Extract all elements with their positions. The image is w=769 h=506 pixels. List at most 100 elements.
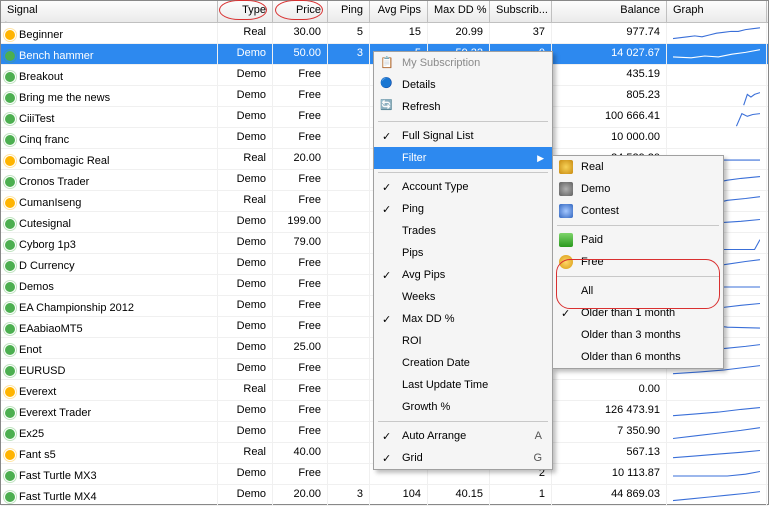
- cell-ping: [328, 128, 370, 148]
- signal-status-icon: [5, 429, 15, 439]
- menu-contest[interactable]: Contest: [553, 200, 723, 222]
- col-type[interactable]: Type: [218, 1, 273, 22]
- cell-type: Demo: [218, 65, 273, 85]
- signal-name: EURUSD: [19, 365, 65, 377]
- menu-label: Creation Date: [402, 357, 470, 369]
- menu-label: Real: [581, 161, 604, 173]
- menu-ping[interactable]: Ping: [374, 198, 552, 220]
- col-avg-pips[interactable]: Avg Pips: [370, 1, 428, 22]
- menu-grid[interactable]: GridG: [374, 447, 552, 469]
- menu-account-type[interactable]: Account Type: [374, 176, 552, 198]
- signal-status-icon: [5, 324, 15, 334]
- signal-name: Cronos Trader: [19, 176, 89, 188]
- signal-status-icon: [5, 303, 15, 313]
- menu-filter[interactable]: Filter: [374, 147, 552, 169]
- sparkline: [667, 443, 767, 464]
- col-max-dd-[interactable]: Max DD %: [428, 1, 490, 22]
- menu-trades[interactable]: Trades: [374, 220, 552, 242]
- signal-name: Everext Trader: [19, 407, 91, 419]
- sparkline: [667, 380, 767, 401]
- menu-refresh[interactable]: Refresh: [374, 96, 552, 118]
- col-price[interactable]: Price: [273, 1, 328, 22]
- menu-details[interactable]: Details: [374, 74, 552, 96]
- menu-label: My Subscription: [402, 57, 480, 69]
- cell-ping: [328, 401, 370, 421]
- menu-real[interactable]: Real: [553, 156, 723, 178]
- menu-label: All: [581, 285, 593, 297]
- menu-older-than-months[interactable]: Older than 3 months: [553, 324, 723, 346]
- signal-status-icon: [5, 51, 15, 61]
- cell-price: 20.00: [273, 485, 328, 505]
- menu-pips[interactable]: Pips: [374, 242, 552, 264]
- menu-roi[interactable]: ROI: [374, 330, 552, 352]
- cell-price: Free: [273, 401, 328, 421]
- signal-name: Everext: [19, 386, 56, 398]
- menu-older-than-month[interactable]: Older than 1 month: [553, 302, 723, 324]
- menu-growth-[interactable]: Growth %: [374, 396, 552, 418]
- menu-paid[interactable]: Paid: [553, 229, 723, 251]
- menu-label: Free: [581, 256, 604, 268]
- menu-older-than-months[interactable]: Older than 6 months: [553, 346, 723, 368]
- cell-ping: [328, 380, 370, 400]
- col-subscrib-[interactable]: Subscrib...: [490, 1, 552, 22]
- menu-auto-arrange[interactable]: Auto ArrangeA: [374, 425, 552, 447]
- cell-bal: 14 027.67: [552, 44, 667, 64]
- menu-max-dd-[interactable]: Max DD %: [374, 308, 552, 330]
- signal-name: CiiiTest: [19, 113, 54, 125]
- cell-type: Demo: [218, 128, 273, 148]
- cell-ping: [328, 338, 370, 358]
- menu-free[interactable]: Free: [553, 251, 723, 273]
- cell-type: Demo: [218, 212, 273, 232]
- menu-label: Demo: [581, 183, 610, 195]
- signal-status-icon: [5, 366, 15, 376]
- menu-label: Paid: [581, 234, 603, 246]
- menu-demo[interactable]: Demo: [553, 178, 723, 200]
- signal-row[interactable]: BeginnerReal30.0051520.9937977.74: [1, 23, 768, 44]
- signal-name: Combomagic Real: [19, 155, 109, 167]
- menu-weeks[interactable]: Weeks: [374, 286, 552, 308]
- col-signal[interactable]: Signal▴: [1, 1, 218, 22]
- menu-label: ROI: [402, 335, 422, 347]
- real-icon: [559, 160, 573, 174]
- menu-label: Older than 3 months: [581, 329, 681, 341]
- sparkline: [667, 464, 767, 485]
- cell-type: Demo: [218, 338, 273, 358]
- menu-last-update-time[interactable]: Last Update Time: [374, 374, 552, 396]
- cell-price: Free: [273, 380, 328, 400]
- shortcut: A: [535, 430, 542, 442]
- signal-status-icon: [5, 177, 15, 187]
- cell-type: Demo: [218, 233, 273, 253]
- cell-type: Real: [218, 191, 273, 211]
- cell-price: Free: [273, 296, 328, 316]
- cell-price: 30.00: [273, 23, 328, 43]
- col-balance[interactable]: Balance: [552, 1, 667, 22]
- menu-avg-pips[interactable]: Avg Pips: [374, 264, 552, 286]
- free-icon: [559, 255, 573, 269]
- signal-status-icon: [5, 114, 15, 124]
- signal-row[interactable]: Fast Turtle MX4Demo20.00310440.15144 869…: [1, 485, 768, 506]
- menu-full-signal-list[interactable]: Full Signal List: [374, 125, 552, 147]
- signal-status-icon: [5, 282, 15, 292]
- menu-label: Avg Pips: [402, 269, 445, 281]
- cell-bal: 10 000.00: [552, 128, 667, 148]
- cont-icon: [559, 204, 573, 218]
- sparkline: [667, 128, 767, 149]
- col-ping[interactable]: Ping: [328, 1, 370, 22]
- sub-icon: [380, 56, 394, 70]
- cell-price: Free: [273, 464, 328, 484]
- cell-price: 199.00: [273, 212, 328, 232]
- col-graph[interactable]: Graph: [667, 1, 767, 22]
- filter-submenu[interactable]: Real Demo Contest Paid Free All Older than 1 m…: [552, 155, 724, 369]
- menu-creation-date[interactable]: Creation Date: [374, 352, 552, 374]
- menu-label: Refresh: [402, 101, 441, 113]
- menu-label: Account Type: [402, 181, 468, 193]
- ref-icon: [380, 100, 394, 114]
- menu-all[interactable]: All: [553, 280, 723, 302]
- cell-bal: 567.13: [552, 443, 667, 463]
- context-menu[interactable]: My Subscription Details Refresh Full Signal…: [373, 51, 553, 470]
- signal-name: Fast Turtle MX3: [19, 470, 97, 482]
- signal-name: Breakout: [19, 71, 63, 83]
- cell-price: Free: [273, 128, 328, 148]
- cell-dd: 20.99: [428, 23, 490, 43]
- cell-ping: [328, 296, 370, 316]
